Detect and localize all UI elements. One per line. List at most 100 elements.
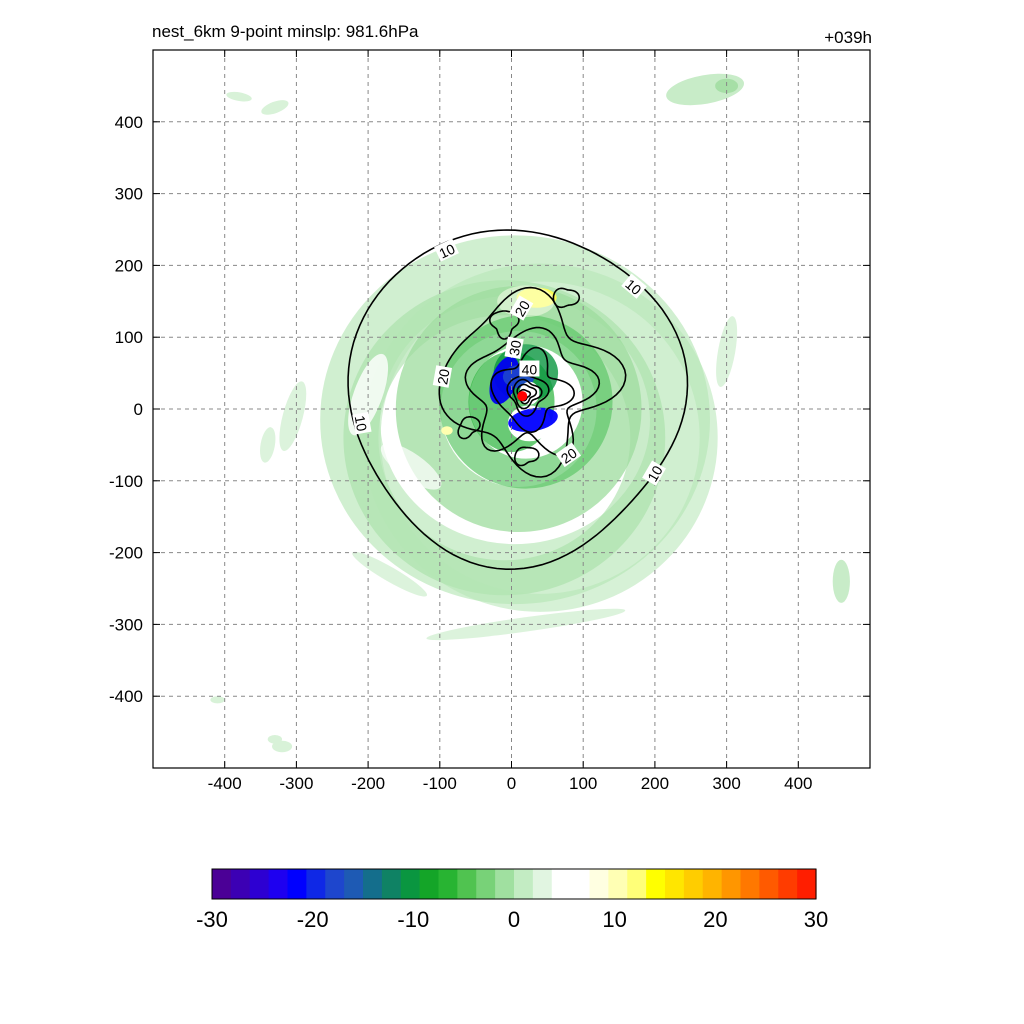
arc-east <box>716 316 738 387</box>
spot-sw-3 <box>210 696 225 704</box>
spot-2 <box>226 91 252 102</box>
contour-label-bg <box>434 238 459 262</box>
contour-label-bg <box>621 273 647 299</box>
x-tick-label: 300 <box>712 774 740 793</box>
arc-west <box>279 381 307 451</box>
x-tick-label: 0 <box>507 774 516 793</box>
contour-label-bg <box>642 460 666 486</box>
shaded-field <box>210 73 850 753</box>
colorbar-swatch <box>268 869 289 899</box>
contour-label: 10 <box>352 414 370 432</box>
colorbar <box>211 868 817 900</box>
colorbar-swatch <box>721 869 742 899</box>
y-tick-label: -400 <box>109 687 143 706</box>
colorbar-swatch <box>778 869 798 899</box>
colorbar-swatch <box>230 869 251 899</box>
arc-sw <box>352 551 428 597</box>
contour-label-bg <box>504 336 524 360</box>
colorbar-swatch <box>683 869 704 899</box>
colorbar-swatch <box>646 869 666 899</box>
colorbar-swatch <box>306 869 326 899</box>
colorbar-tick-label: 10 <box>602 907 626 932</box>
x-tick-label: -300 <box>279 774 313 793</box>
colorbar-swatch <box>212 869 232 899</box>
contour-10 <box>347 229 689 571</box>
spot-east <box>832 559 850 603</box>
colorbar-swatch <box>665 869 685 899</box>
colorbar-swatch <box>495 869 515 899</box>
y-tick-label: -300 <box>109 615 143 634</box>
colorbar-tick-label: -20 <box>297 907 329 932</box>
colorbar-swatch <box>702 869 723 899</box>
gap-sw <box>380 443 442 490</box>
y-axis: 400 300 200 100 0 -100 -200 -300 -400 <box>109 113 870 706</box>
contour-label: 30 <box>506 339 524 357</box>
storm-center-marker <box>517 391 528 402</box>
colorbar-swatch <box>287 869 307 899</box>
colorbar-swatch <box>438 869 458 899</box>
colorbar-tick-label: -10 <box>397 907 429 932</box>
colorbar-swatch <box>249 869 270 899</box>
pos-spot <box>441 426 453 435</box>
x-tick-label: 100 <box>569 774 597 793</box>
colorbar-swatch <box>325 869 345 899</box>
outer-band-3 <box>362 263 718 612</box>
contour-label-bg <box>432 365 453 388</box>
colorbar-tick-label: 0 <box>508 907 520 932</box>
contour-label-bg <box>352 411 372 435</box>
colorbar-swatch <box>344 869 364 899</box>
x-tick-label: -100 <box>423 774 457 793</box>
colorbar-frame <box>211 868 817 900</box>
contour-30 <box>490 346 576 434</box>
y-tick-label: 100 <box>115 328 143 347</box>
contour-40-c <box>516 383 538 405</box>
contour-20-blob-d <box>552 287 581 309</box>
contour-label-bg <box>555 442 582 468</box>
spot-sw <box>272 740 293 753</box>
colorbar-swatch <box>740 869 760 899</box>
colorbar-swatch <box>363 869 383 899</box>
colorbar-swatch <box>457 869 477 899</box>
colorbar-tick-label: 30 <box>804 907 828 932</box>
colorbar-swatch <box>797 869 817 899</box>
contour-label: 20 <box>434 367 452 385</box>
contour-label: 10 <box>644 463 666 485</box>
colorbar-swatch <box>759 869 779 899</box>
arc-south <box>426 608 626 641</box>
chart-title: nest_6km 9-point minslp: 981.6hPa <box>152 22 419 41</box>
contour-label: 40 <box>522 362 538 378</box>
y-tick-label: 300 <box>115 185 143 204</box>
y-tick-label: 400 <box>115 113 143 132</box>
contour-40-b <box>512 378 543 410</box>
colorbar-swatch <box>589 869 609 899</box>
colorbar-swatch <box>476 869 496 899</box>
colorbar-swatch <box>608 869 628 899</box>
x-tick-label: -200 <box>351 774 385 793</box>
colorbar-tick-label: -30 <box>196 907 228 932</box>
spot-sw-2 <box>267 734 283 744</box>
colorbar-swatch <box>381 869 402 899</box>
contour-label-bg <box>509 295 534 321</box>
colorbar-swatch <box>514 869 534 899</box>
contour-label: 10 <box>437 240 458 261</box>
forecast-hour: +039h <box>824 28 872 47</box>
y-tick-label: 200 <box>115 256 143 275</box>
colorbar-ticks: -30 -20 -10 0 10 20 30 <box>196 907 828 932</box>
contour-20-blob-b <box>514 446 540 467</box>
x-tick-label: -400 <box>208 774 242 793</box>
colorbar-swatch <box>419 869 440 899</box>
contour-label: 20 <box>511 298 533 320</box>
colorbar-swatch <box>400 869 421 899</box>
colorbar-swatch <box>570 869 591 899</box>
arc-west-2 <box>260 427 276 463</box>
x-tick-label: 200 <box>641 774 669 793</box>
colorbar-tick-label: 20 <box>703 907 727 932</box>
colorbar-swatch <box>551 869 572 899</box>
spot-1 <box>261 100 289 115</box>
y-tick-label: -200 <box>109 544 143 563</box>
contour-40 <box>506 374 550 417</box>
x-tick-label: 400 <box>784 774 812 793</box>
y-tick-label: -100 <box>109 472 143 491</box>
